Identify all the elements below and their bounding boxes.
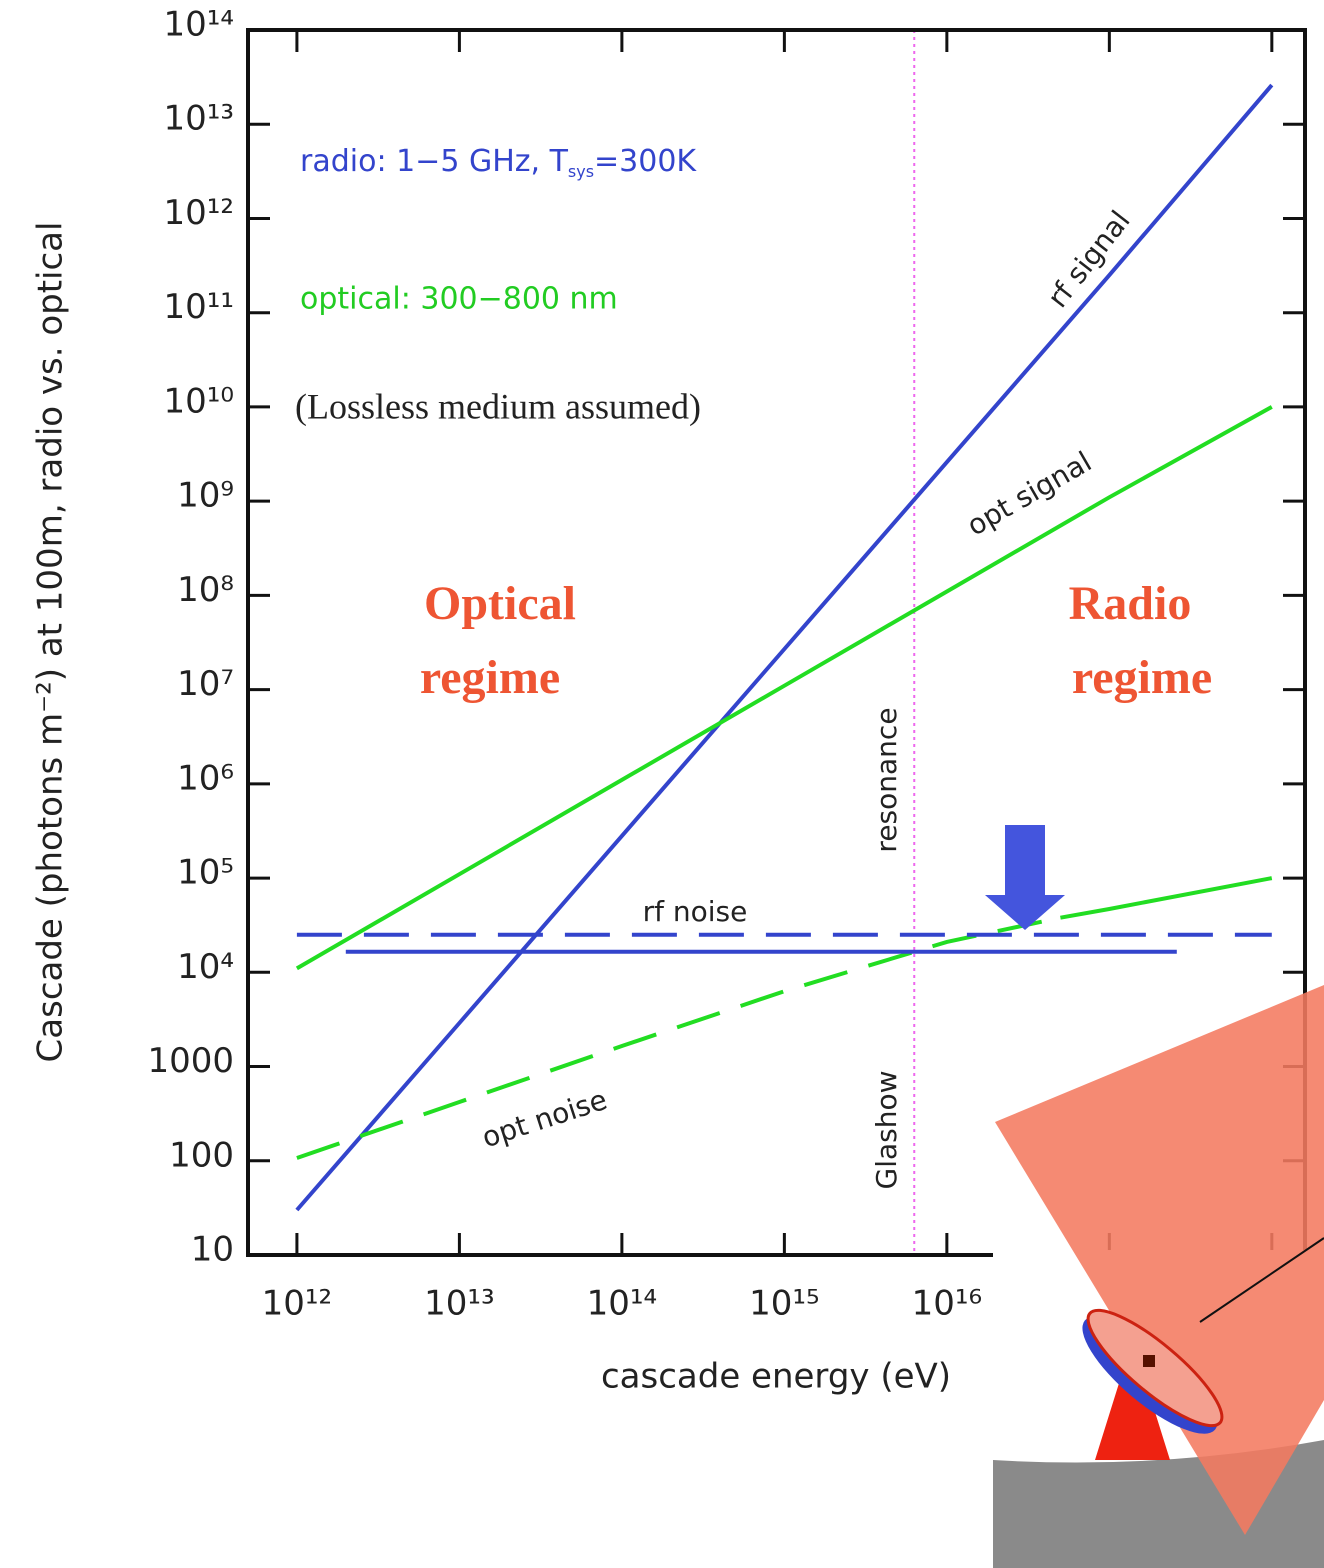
y-tick-label: 10¹¹: [163, 287, 234, 327]
y-tick-label: 10⁵: [177, 853, 234, 893]
annotation: Optical: [424, 577, 576, 630]
y-axis-label: Cascade (photons m⁻²) at 100m, radio vs.…: [31, 222, 71, 1063]
x-tick-label: 10¹⁵: [749, 1284, 820, 1324]
y-tick-label: 100: [169, 1135, 234, 1175]
y-tick-label: 10¹⁴: [163, 5, 234, 45]
y-tick-label: 10⁷: [177, 664, 234, 704]
pointer-line: [1199, 1237, 1324, 1323]
annotation: regime: [1072, 651, 1212, 704]
arrow: [985, 825, 1065, 930]
y-tick-label: 10¹⁰: [163, 381, 234, 421]
series-line: [295, 405, 1273, 971]
plot-frame: [246, 28, 1307, 1257]
x-tick-label: 10¹²: [262, 1284, 333, 1324]
y-tick-label: 10: [191, 1230, 234, 1270]
series-label: opt noise: [478, 1083, 611, 1154]
annotation: Radio: [1069, 577, 1192, 630]
y-tick-label: 10¹³: [163, 99, 234, 139]
annotation: radio: 1−5 GHz, T: [300, 144, 569, 179]
annotation: radio: 1−5 GHz, Tsys=300K: [300, 144, 697, 181]
y-tick-label: 10⁹: [177, 476, 234, 516]
y-tick-label: 1000: [147, 1041, 234, 1081]
feed: [1143, 1355, 1155, 1367]
beam: [995, 985, 1324, 1535]
x-axis-label: cascade energy (eV): [601, 1357, 951, 1397]
annotation: sys: [568, 162, 594, 181]
annotation: =300K: [594, 144, 697, 179]
y-tick-label: 10⁶: [177, 758, 234, 798]
y-tick-label: 10⁸: [177, 570, 234, 610]
annotation: optical: 300−800 nm: [300, 282, 618, 317]
annotation: regime: [420, 651, 560, 704]
series-line: [296, 915, 1061, 1160]
annotation: resonance: [870, 707, 903, 852]
series-label: opt signal: [961, 445, 1097, 542]
x-tick-label: 10¹⁶: [912, 1284, 983, 1324]
dish-rim: [1086, 1308, 1224, 1428]
series-line: [295, 83, 1274, 1212]
x-tick-label: 10¹³: [424, 1284, 495, 1324]
series-line: [1060, 876, 1273, 920]
annotation: (Lossless medium assumed): [295, 386, 701, 426]
y-tick-label: 10¹²: [163, 193, 234, 233]
series-label: rf noise: [643, 895, 748, 928]
annotation: Glashow: [870, 1071, 903, 1190]
y-tick-label: 10⁴: [177, 947, 234, 987]
x-tick-label: 10¹⁴: [587, 1284, 658, 1324]
